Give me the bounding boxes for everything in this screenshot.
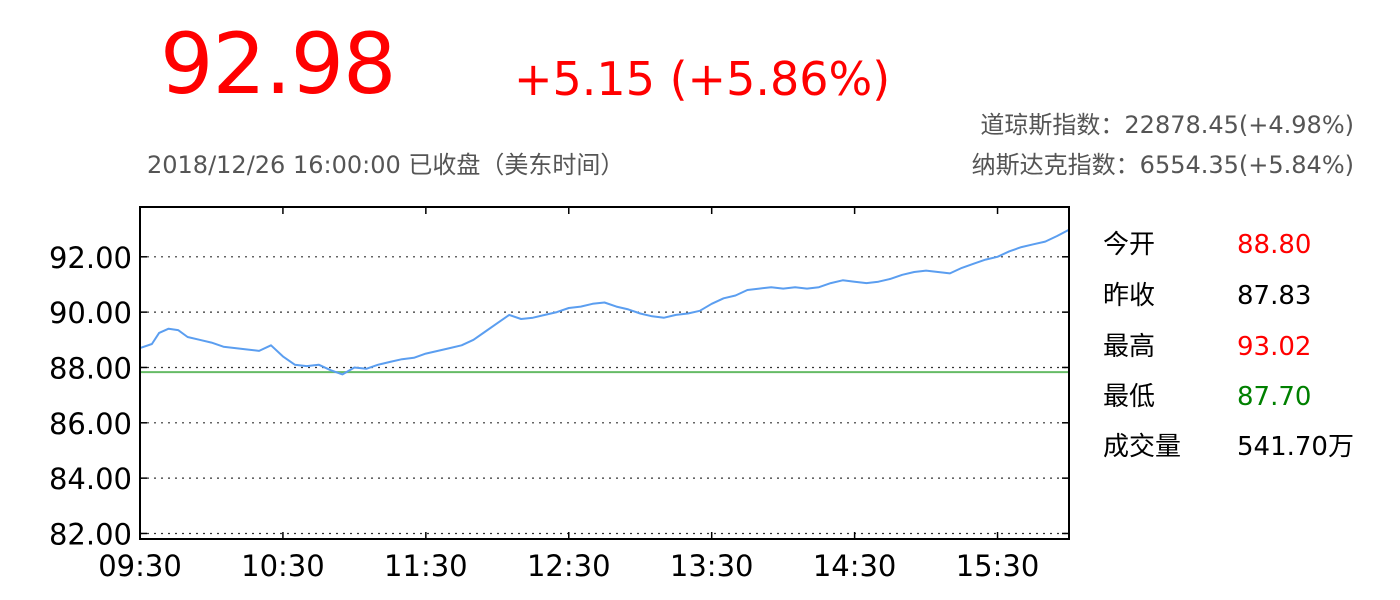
- stat-value: 87.83: [1237, 281, 1312, 311]
- x-tick-label: 10:30: [241, 549, 325, 583]
- current-price: 92.98: [160, 15, 396, 113]
- stat-label: 最高: [1103, 332, 1156, 362]
- stat-value: 93.02: [1237, 332, 1312, 362]
- stat-label: 成交量: [1103, 432, 1182, 462]
- stat-row-low: 最低 87.70: [1103, 384, 1311, 410]
- x-tick-label: 11:30: [384, 549, 468, 583]
- plot-frame: [139, 206, 1070, 540]
- price-change: +5.15 (+5.86%): [514, 52, 891, 106]
- x-axis-ticks: 09:30 10:30 11:30 12:30 13:30 14:30 15:30: [98, 207, 1039, 583]
- market-status: 2018/12/26 16:00:00 已收盘（美东时间）: [147, 151, 625, 179]
- stat-row-volume: 成交量 541.70万: [1103, 434, 1354, 460]
- stat-row-high: 最高 93.02: [1103, 334, 1311, 360]
- x-tick-label: 13:30: [670, 549, 754, 583]
- x-tick-label: 09:30: [98, 549, 182, 583]
- stat-value: 88.80: [1237, 230, 1312, 260]
- stat-label: 最低: [1103, 382, 1156, 412]
- x-tick-label: 12:30: [527, 549, 611, 583]
- stat-row-open: 今开 88.80: [1103, 232, 1311, 258]
- y-tick-label: 82.00: [49, 517, 132, 551]
- stat-value: 87.70: [1237, 382, 1312, 412]
- x-tick-label: 15:30: [956, 549, 1040, 583]
- stat-value: 541.70万: [1237, 432, 1354, 462]
- y-tick-label: 86.00: [49, 407, 132, 441]
- nasdaq-index: 纳斯达克指数：6554.35(+5.84%): [971, 151, 1354, 179]
- y-tick-label: 92.00: [49, 241, 132, 275]
- y-tick-label: 90.00: [49, 296, 132, 330]
- price-line: [139, 228, 1070, 376]
- y-tick-label: 88.00: [49, 351, 132, 385]
- stat-label: 昨收: [1103, 281, 1156, 311]
- y-axis-ticks: 82.00 84.00 86.00 88.00 90.00 92.00: [49, 241, 1069, 551]
- dow-jones-index: 道琼斯指数：22878.45(+4.98%): [980, 111, 1354, 139]
- y-tick-label: 84.00: [49, 462, 132, 496]
- x-tick-label: 14:30: [813, 549, 897, 583]
- chart-grid: [140, 256, 1069, 535]
- stat-label: 今开: [1103, 230, 1156, 260]
- price-series: [139, 228, 1070, 376]
- stat-row-prev-close: 昨收 87.83: [1103, 283, 1311, 309]
